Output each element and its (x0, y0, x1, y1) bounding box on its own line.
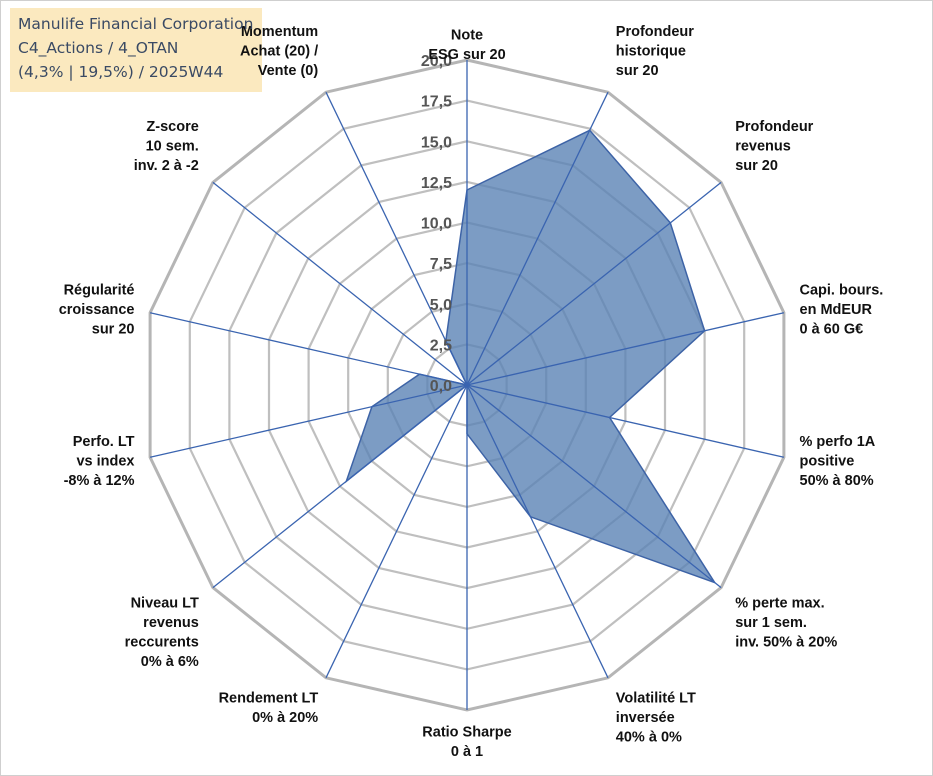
tick-label: 15,0 (421, 134, 452, 151)
spoke-8 (325, 384, 468, 679)
axis-label: Capi. bours. en MdEUR 0 à 60 G€ (800, 282, 884, 337)
spoke-3 (466, 312, 785, 386)
axis-label: % perfo 1A positive 50% à 80% (800, 434, 876, 489)
tick-label: 20,0 (421, 53, 452, 70)
axis-label: Rendement LT 0% à 20% (219, 691, 319, 727)
axis-label: Volatilité LT inversée 40% à 0% (616, 691, 696, 746)
spoke-11 (149, 312, 468, 386)
spoke-4 (466, 384, 785, 458)
chart-title-block: Manulife Financial Corporation C4_Action… (18, 12, 253, 84)
tick-label: 17,5 (421, 94, 452, 111)
tick-label: 0,0 (430, 378, 452, 395)
tick-label: 12,5 (421, 175, 452, 192)
spoke-6 (466, 384, 609, 679)
tick-label: 5,0 (430, 297, 452, 314)
series-area-0 (344, 129, 717, 585)
radar-spokes (149, 60, 785, 710)
axis-label: Profondeur historique sur 20 (616, 24, 694, 79)
axis-label: Profondeur revenus sur 20 (735, 119, 813, 174)
category-label: C4_Actions / 4_OTAN (18, 39, 179, 57)
tick-label: 2,5 (430, 337, 452, 354)
spoke-5 (466, 384, 722, 589)
spoke-10 (149, 384, 468, 458)
company-name: Manulife Financial Corporation (18, 15, 254, 33)
spoke-1 (466, 91, 609, 386)
period-label: (4,3% | 19,5%) / 2025W44 (18, 63, 224, 81)
axis-label: Ratio Sharpe 0 à 1 (422, 725, 511, 761)
spoke-12 (212, 181, 468, 386)
spoke-13 (325, 91, 468, 386)
axis-label: Niveau LT revenus reccurents 0% à 6% (125, 595, 199, 670)
spoke-2 (466, 181, 722, 386)
axis-label: Régularité croissance sur 20 (59, 282, 135, 337)
axis-label: Perfo. LT vs index -8% à 12% (64, 434, 135, 489)
tick-label: 7,5 (430, 256, 452, 273)
tick-label: 10,0 (421, 216, 452, 233)
axis-label: Z-score 10 sem. inv. 2 à -2 (134, 119, 199, 174)
axis-label: Note ESG sur 20 (428, 28, 505, 64)
title-box (10, 8, 262, 92)
axis-label: Momentum Achat (20) / Vente (0) (240, 24, 318, 79)
spoke-9 (212, 384, 468, 589)
axis-label: % perte max. sur 1 sem. inv. 50% à 20% (735, 595, 837, 650)
